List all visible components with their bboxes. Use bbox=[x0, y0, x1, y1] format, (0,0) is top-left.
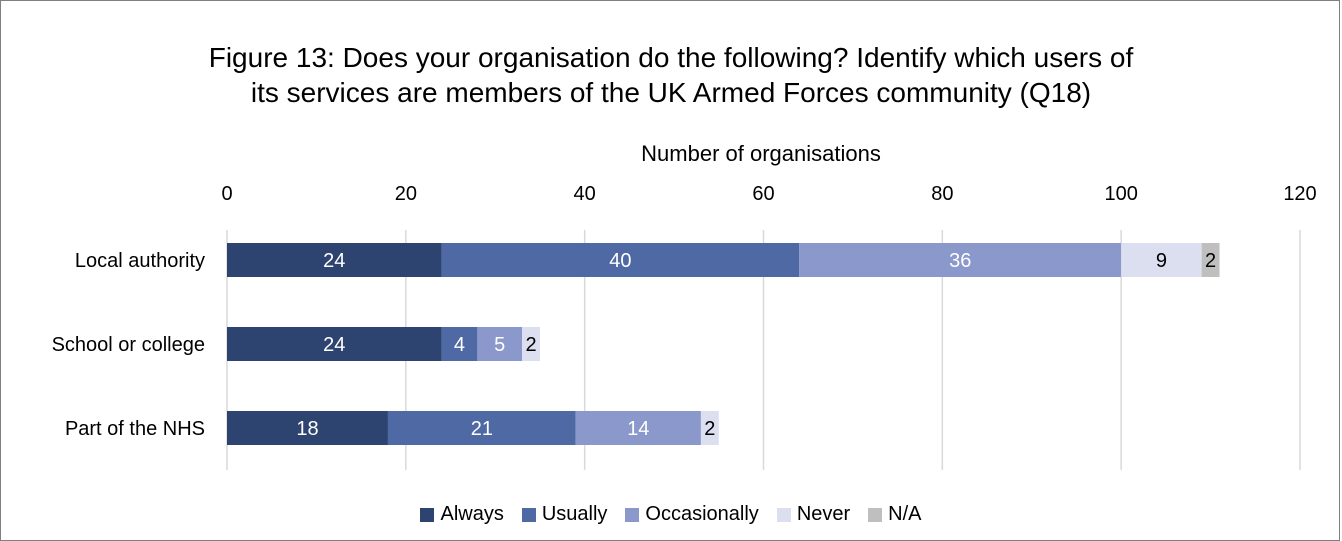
data-labels: 24 40 36 9 224 4 5 218 21 14 2 bbox=[296, 250, 1216, 440]
data-label: 4 bbox=[454, 334, 465, 356]
category-labels: Local authority School or college Part of … bbox=[52, 250, 205, 440]
chart-title-line-2: its services are members of the UK Armed… bbox=[250, 77, 1092, 108]
chart-title: Figure 13: Does your organisation do the… bbox=[0, 40, 1342, 110]
bar-segment bbox=[575, 411, 701, 445]
bar-segment bbox=[227, 327, 442, 361]
bar-segments bbox=[227, 243, 1220, 445]
legend-label: Usually bbox=[541, 503, 608, 525]
legend-item: Usually bbox=[521, 503, 608, 526]
legend: Always Usually Occasionally Never N/A bbox=[0, 503, 1342, 526]
bar-segment bbox=[227, 411, 388, 445]
data-label: 24 bbox=[323, 250, 345, 272]
data-label: 2 bbox=[525, 334, 536, 356]
x-tick-label: 80 bbox=[931, 183, 953, 205]
x-tick-label: 120 bbox=[1283, 183, 1316, 205]
bar-segment bbox=[387, 411, 576, 445]
legend-swatch bbox=[625, 507, 640, 522]
chart-title-line-1: Figure 13: Does your organisation do the… bbox=[208, 42, 1134, 73]
data-label: 5 bbox=[494, 334, 505, 356]
legend-item: Occasionally bbox=[625, 503, 759, 526]
data-label: 40 bbox=[609, 250, 631, 272]
legend-label: Never bbox=[796, 503, 851, 525]
legend-label: Occasionally bbox=[645, 503, 759, 525]
bar-segment bbox=[227, 243, 442, 277]
x-tick-label: 60 bbox=[752, 183, 774, 205]
category-label: Local authority bbox=[75, 250, 205, 272]
legend-label: Always bbox=[440, 503, 504, 525]
bar-segment bbox=[1201, 243, 1220, 277]
data-label: 9 bbox=[1156, 250, 1167, 272]
legend-item: Always bbox=[420, 503, 504, 526]
x-tick-labels: 0 20 40 60 80 100 120 bbox=[221, 183, 1316, 205]
legend-swatch bbox=[776, 507, 791, 522]
category-label: School or college bbox=[52, 334, 205, 356]
bar-segment bbox=[799, 243, 1122, 277]
data-label: 2 bbox=[1205, 250, 1216, 272]
x-tick-label: 40 bbox=[574, 183, 596, 205]
x-tick-label: 100 bbox=[1104, 183, 1137, 205]
bar-segment bbox=[522, 327, 540, 361]
data-label: 21 bbox=[471, 418, 493, 440]
data-label: 36 bbox=[949, 250, 971, 272]
data-label: 2 bbox=[704, 418, 715, 440]
category-label: Part of the NHS bbox=[65, 418, 205, 440]
legend-item: N/A bbox=[868, 503, 922, 526]
x-tick-label: 20 bbox=[395, 183, 417, 205]
bar-segment bbox=[441, 243, 800, 277]
bar-segment bbox=[441, 327, 478, 361]
legend-swatch bbox=[420, 507, 435, 522]
legend-swatch bbox=[868, 507, 883, 522]
x-tick-label: 0 bbox=[221, 183, 232, 205]
data-label: 14 bbox=[627, 418, 649, 440]
legend-item: Never bbox=[776, 503, 851, 526]
legend-label: N/A bbox=[888, 503, 922, 525]
bar-segment bbox=[1121, 243, 1202, 277]
data-label: 18 bbox=[296, 418, 318, 440]
bar-segment bbox=[477, 327, 523, 361]
legend-swatch bbox=[521, 507, 536, 522]
bar-segment bbox=[700, 411, 719, 445]
x-axis-label: Number of organisations bbox=[641, 141, 881, 166]
data-label: 24 bbox=[323, 334, 345, 356]
